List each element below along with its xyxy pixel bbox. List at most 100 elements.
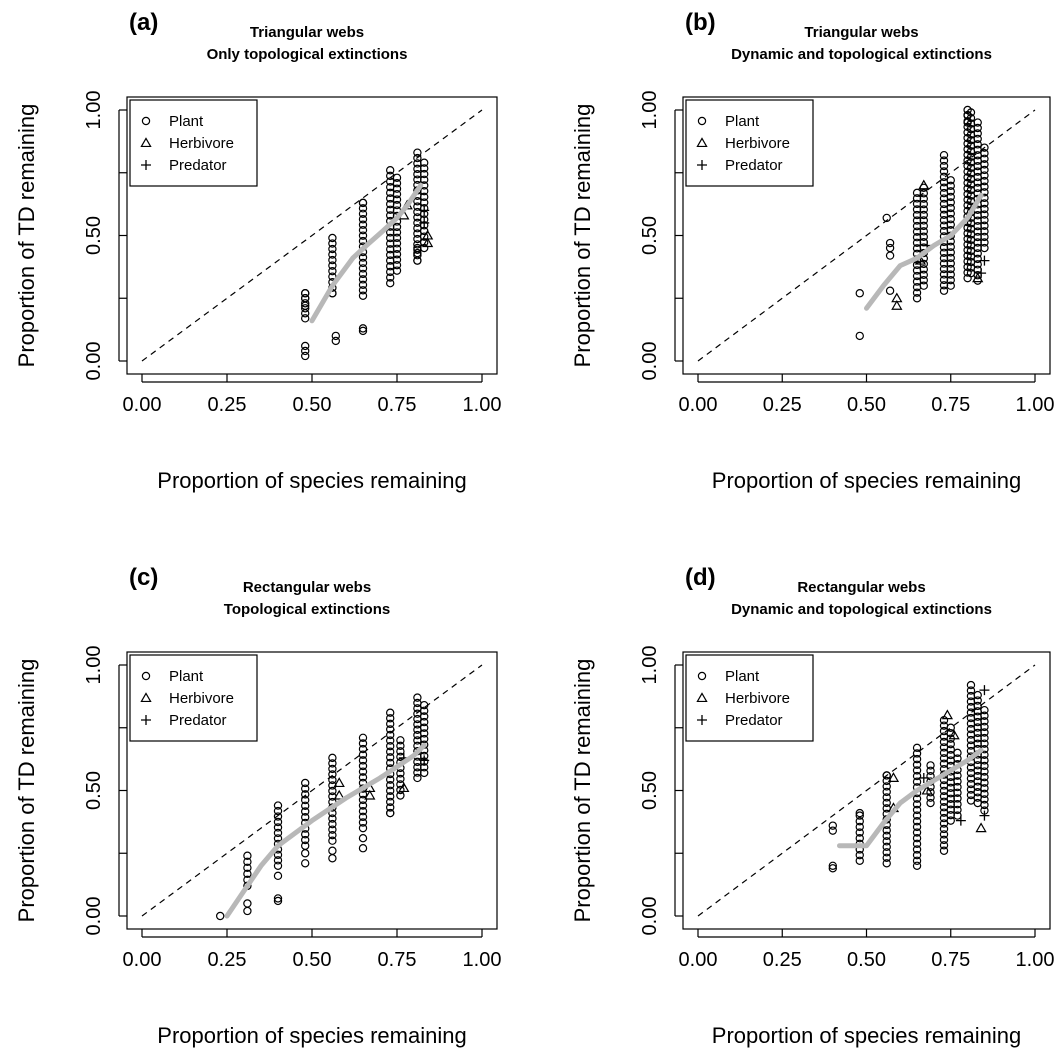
data-point xyxy=(919,232,928,241)
data-point xyxy=(912,805,922,815)
y-tick-label: 0.50 xyxy=(639,216,661,255)
data-point xyxy=(358,231,368,240)
data-point xyxy=(980,232,989,242)
data-point xyxy=(912,828,922,837)
data-point xyxy=(358,744,368,754)
data-point xyxy=(946,723,955,732)
data-point xyxy=(882,831,891,841)
data-point xyxy=(358,225,368,235)
point-column xyxy=(328,753,337,845)
data-point xyxy=(966,680,976,690)
data-point xyxy=(392,250,402,259)
y-tick-label: 1.00 xyxy=(83,91,105,130)
data-point xyxy=(301,341,310,351)
data-point xyxy=(396,741,405,751)
data-point xyxy=(980,238,989,247)
data-point xyxy=(358,823,368,833)
data-point xyxy=(386,792,395,801)
data-point xyxy=(919,265,928,274)
data-point xyxy=(273,823,283,832)
data-point xyxy=(386,775,395,784)
data-point xyxy=(946,198,955,207)
data-point xyxy=(918,179,930,190)
data-point xyxy=(912,839,922,849)
data-point xyxy=(941,709,954,720)
data-point xyxy=(396,785,405,795)
data-point xyxy=(885,286,895,295)
legend: Plant Herbivore Predator xyxy=(129,99,258,187)
data-point xyxy=(413,709,422,718)
data-point xyxy=(413,224,422,233)
data-point xyxy=(975,822,987,833)
data-point xyxy=(301,784,310,793)
data-point xyxy=(358,795,368,805)
data-point xyxy=(973,701,982,711)
panel-letter: (b) xyxy=(685,9,716,36)
panel-subtitle: Only topological extinctions xyxy=(207,46,408,63)
y-tick-label: 0.00 xyxy=(639,897,661,936)
data-point xyxy=(273,850,283,860)
data-point xyxy=(939,167,949,176)
data-point xyxy=(980,778,989,787)
data-point xyxy=(301,835,310,845)
x-tick-label: 0.25 xyxy=(763,949,802,971)
data-point xyxy=(358,844,368,853)
data-point xyxy=(419,755,430,766)
data-point xyxy=(396,736,405,745)
legend-symbol xyxy=(696,692,708,703)
data-point xyxy=(358,761,368,771)
data-point xyxy=(912,777,922,786)
data-point xyxy=(912,749,922,758)
data-point xyxy=(855,289,864,298)
data-point xyxy=(420,734,429,744)
data-point xyxy=(328,764,337,774)
data-point xyxy=(828,826,838,835)
y-axis-label: Proportion of TD remaining xyxy=(14,104,39,368)
point-column xyxy=(386,708,395,818)
legend-symbol xyxy=(697,715,707,725)
y-tick-label: 0.50 xyxy=(83,216,105,255)
data-point xyxy=(420,192,429,202)
data-point xyxy=(386,753,395,762)
panel-c: 0.00 0.25 0.50 0.75 1.00 0.00 0.50 1.00 Proporti… xyxy=(14,564,501,1048)
data-point xyxy=(358,236,368,246)
x-axis-label: Proportion of species remaining xyxy=(157,468,466,493)
panel-title: Rectangular webs xyxy=(243,579,371,596)
data-point xyxy=(392,266,402,275)
data-point xyxy=(420,723,429,732)
data-point xyxy=(243,863,252,873)
data-point xyxy=(243,899,252,908)
data-point xyxy=(392,184,402,193)
x-tick-label: 0.75 xyxy=(378,949,417,971)
panel-subtitle: Dynamic and topological extinctions xyxy=(731,46,992,63)
point-column xyxy=(980,705,989,815)
data-point xyxy=(420,729,429,738)
data-point xyxy=(946,739,955,749)
data-point xyxy=(386,708,395,717)
data-point xyxy=(855,822,864,832)
data-point xyxy=(912,861,922,871)
data-point xyxy=(980,711,989,720)
data-point xyxy=(953,805,962,815)
data-point xyxy=(420,158,429,167)
legend-symbol xyxy=(141,671,151,681)
data-point xyxy=(919,199,928,209)
data-point xyxy=(420,169,429,179)
data-point xyxy=(358,291,368,300)
data-point xyxy=(358,326,368,336)
data-point xyxy=(392,189,402,199)
data-point xyxy=(946,192,955,202)
data-point xyxy=(953,777,962,786)
point-column xyxy=(358,198,368,300)
data-point xyxy=(328,825,337,834)
data-point xyxy=(882,798,891,808)
legend-symbol xyxy=(140,137,152,148)
data-point xyxy=(396,747,405,756)
data-point xyxy=(912,845,922,854)
data-point xyxy=(980,215,989,225)
y-axis-label: Proportion of TD remaining xyxy=(570,104,595,368)
data-point xyxy=(980,210,989,219)
data-point xyxy=(855,817,864,826)
data-point xyxy=(301,812,310,822)
